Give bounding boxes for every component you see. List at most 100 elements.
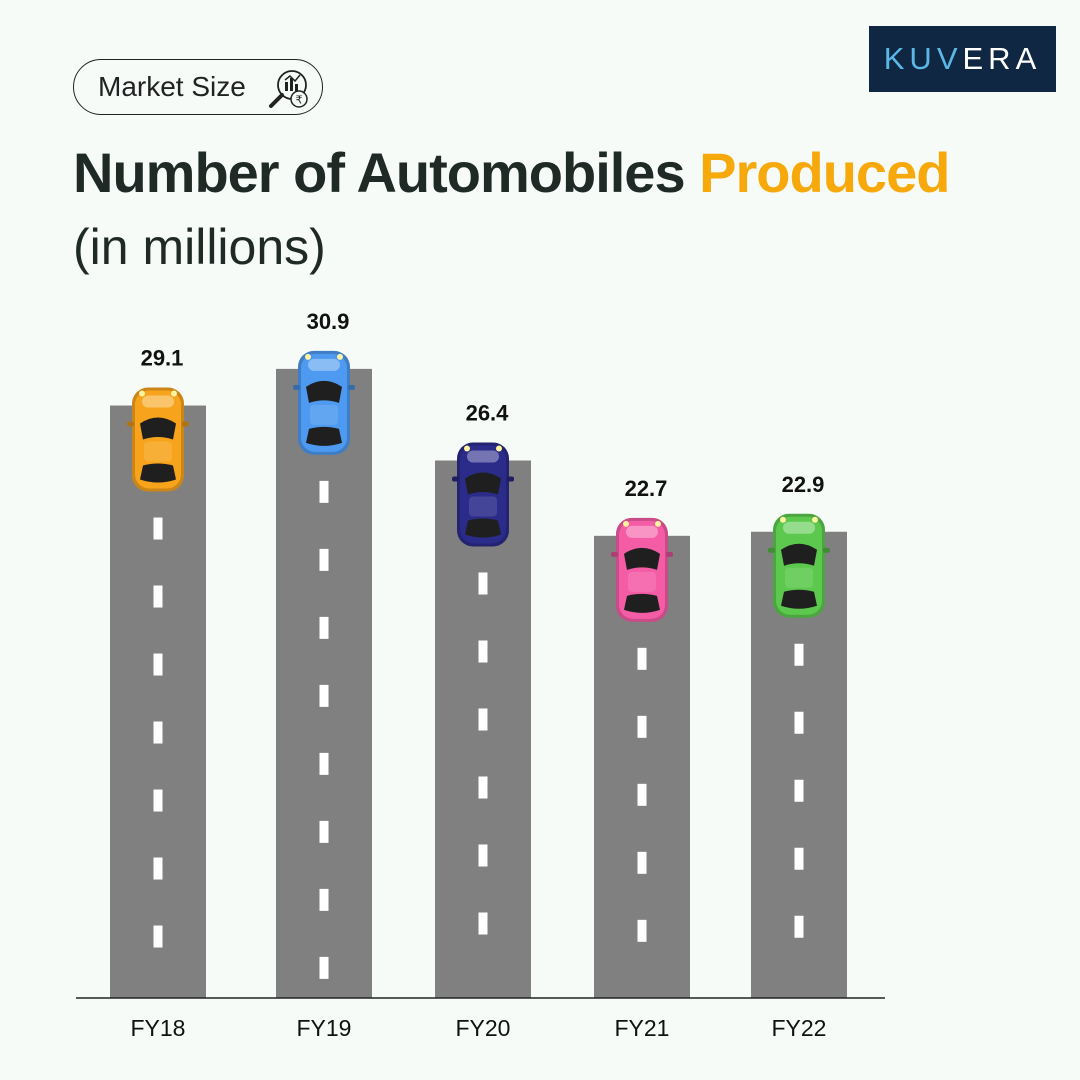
lane-dash (153, 789, 163, 812)
car-headlight-right (655, 520, 661, 527)
lane-dash (478, 912, 488, 935)
lane-dash (478, 844, 488, 867)
lane-dash (478, 708, 488, 731)
lane-dash (637, 851, 647, 874)
car-mirror-right (823, 547, 830, 553)
car-mirror-right (666, 551, 673, 557)
value-label-fy21: 22.7 (625, 476, 668, 501)
svg-text:₹: ₹ (296, 94, 303, 107)
car-hood-highlight (142, 395, 174, 408)
car-headlight-right (496, 445, 502, 452)
lane-dash (637, 783, 647, 806)
x-tick-label-fy22: FY22 (772, 1015, 827, 1041)
car-roof (310, 404, 338, 425)
badge-label: Market Size (98, 71, 246, 102)
car-body (301, 353, 347, 452)
car-windshield (306, 380, 342, 403)
chart-title-highlight: Produced (699, 141, 950, 204)
car-headlight-right (812, 516, 818, 523)
car-windshield (624, 547, 660, 570)
lane-dash (478, 572, 488, 595)
lane-dash (319, 956, 329, 979)
car-roof (628, 571, 656, 592)
car-mirror-left (452, 476, 459, 482)
car-rear-window (306, 426, 342, 446)
lane-dash (794, 847, 804, 870)
car-mirror-right (182, 421, 189, 427)
lane-dash (153, 925, 163, 948)
search-chart-rupee-icon: ₹ (269, 70, 308, 108)
lane-dash (637, 919, 647, 942)
car-mirror-left (127, 421, 134, 427)
car-body (135, 390, 181, 489)
lane-dash (637, 647, 647, 670)
lane-dash (478, 640, 488, 663)
lane-dash (153, 517, 163, 540)
x-tick-label-fy18: FY18 (131, 1015, 186, 1041)
x-tick-label-fy21: FY21 (615, 1015, 670, 1041)
car-hood-highlight (308, 358, 340, 371)
bar-fy19: 30.9 FY19 (276, 309, 372, 1041)
lane-dash (794, 711, 804, 734)
value-label-fy19: 30.9 (307, 309, 350, 334)
bar-fy21: 22.7 FY21 (594, 476, 690, 1041)
car-hood-highlight (467, 450, 499, 463)
value-label-fy22: 22.9 (782, 472, 825, 497)
value-label-fy20: 26.4 (466, 400, 510, 425)
road-bar (110, 405, 206, 998)
car-rear-window (465, 518, 501, 538)
car-headlight-left (623, 520, 629, 527)
x-tick-label-fy19: FY19 (297, 1015, 352, 1041)
car-windshield (140, 417, 176, 440)
logo-text-part1: KUV (883, 41, 963, 76)
car-body (460, 445, 506, 544)
lane-dash (794, 915, 804, 938)
car-icon (452, 442, 514, 547)
car-body (619, 520, 665, 619)
car-rear-window (781, 589, 817, 609)
lane-dash (794, 779, 804, 802)
lane-dash (153, 857, 163, 880)
market-size-badge: Market Size ₹ (73, 59, 323, 115)
lane-dash (319, 752, 329, 775)
car-windshield (465, 472, 501, 495)
car-headlight-left (139, 390, 145, 397)
car-windshield (781, 543, 817, 566)
lane-dash (478, 776, 488, 799)
car-icon (768, 513, 830, 618)
chart-title: Number of Automobiles Produced (73, 140, 950, 205)
lane-dash (319, 616, 329, 639)
car-mirror-right (348, 384, 355, 390)
car-headlight-right (337, 353, 343, 360)
lane-dash (319, 480, 329, 503)
lane-dash (319, 548, 329, 571)
lane-dash (319, 820, 329, 843)
lane-dash (153, 721, 163, 744)
car-mirror-left (611, 551, 618, 557)
car-body (776, 516, 822, 615)
car-roof (144, 441, 172, 462)
bar-fy18: 29.1 FY18 (110, 346, 206, 1041)
car-mirror-left (293, 384, 300, 390)
car-mirror-left (768, 547, 775, 553)
car-hood-highlight (783, 521, 815, 534)
car-icon (293, 350, 355, 455)
chart-title-main: Number of Automobiles (73, 141, 700, 204)
kuvera-logo: KUV ERA (869, 26, 1056, 92)
bar-fy22: 22.9 FY22 (751, 472, 847, 1041)
logo-text-part2: ERA (962, 41, 1042, 76)
car-icon (127, 387, 189, 492)
value-label-fy18: 29.1 (141, 346, 184, 371)
lane-dash (153, 585, 163, 608)
car-headlight-right (171, 390, 177, 397)
lane-dash (153, 653, 163, 676)
car-headlight-left (780, 516, 786, 523)
car-mirror-right (507, 476, 514, 482)
car-headlight-left (464, 445, 470, 452)
car-icon (611, 517, 673, 622)
car-hood-highlight (626, 525, 658, 538)
car-rear-window (624, 593, 660, 613)
car-roof (469, 496, 497, 517)
chart-subtitle: (in millions) (73, 219, 326, 275)
